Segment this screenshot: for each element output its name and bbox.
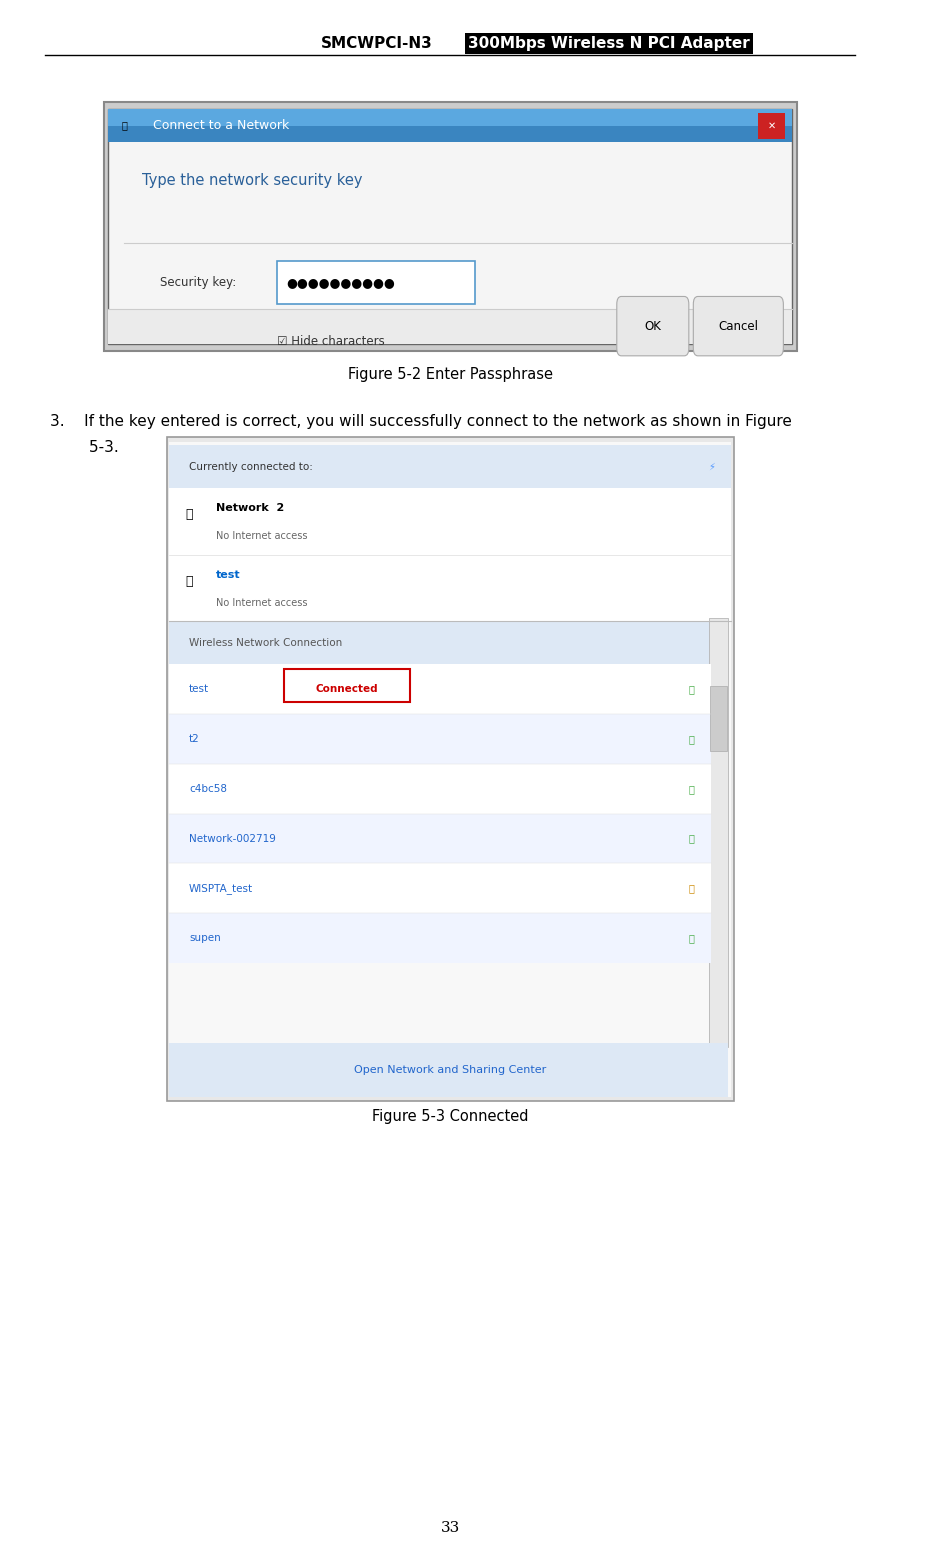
FancyBboxPatch shape — [170, 764, 711, 814]
FancyBboxPatch shape — [108, 309, 793, 344]
FancyBboxPatch shape — [170, 442, 731, 1097]
FancyBboxPatch shape — [170, 489, 731, 555]
Text: No Internet access: No Internet access — [216, 531, 307, 540]
Text: 33: 33 — [441, 1521, 460, 1534]
Text: 📶: 📶 — [688, 734, 695, 744]
Text: Currently connected to:: Currently connected to: — [189, 462, 313, 472]
FancyBboxPatch shape — [170, 555, 731, 622]
FancyBboxPatch shape — [758, 112, 785, 139]
Text: ✕: ✕ — [768, 120, 775, 131]
Text: Open Network and Sharing Center: Open Network and Sharing Center — [355, 1065, 546, 1075]
Text: 5-3.: 5-3. — [49, 440, 118, 456]
Text: 300Mbps Wireless N PCI Adapter: 300Mbps Wireless N PCI Adapter — [468, 36, 750, 52]
Text: test: test — [189, 684, 210, 694]
FancyBboxPatch shape — [170, 1043, 728, 1097]
FancyBboxPatch shape — [167, 437, 734, 1101]
FancyBboxPatch shape — [103, 102, 797, 351]
FancyBboxPatch shape — [693, 297, 783, 356]
Text: Figure 5-3 Connected: Figure 5-3 Connected — [372, 1109, 528, 1125]
FancyBboxPatch shape — [170, 714, 711, 764]
Text: Type the network security key: Type the network security key — [142, 173, 363, 187]
FancyBboxPatch shape — [170, 622, 728, 664]
Text: Network-002719: Network-002719 — [189, 834, 276, 843]
Text: 📶: 📶 — [688, 883, 695, 893]
Text: No Internet access: No Internet access — [216, 598, 307, 608]
FancyBboxPatch shape — [108, 109, 793, 142]
FancyBboxPatch shape — [170, 445, 731, 489]
Text: t2: t2 — [189, 734, 200, 744]
FancyBboxPatch shape — [170, 914, 711, 962]
Text: Figure 5-2 Enter Passphrase: Figure 5-2 Enter Passphrase — [348, 367, 553, 383]
FancyBboxPatch shape — [108, 109, 793, 125]
Text: 3.    If the key entered is correct, you will successfully connect to the networ: 3. If the key entered is correct, you wi… — [49, 414, 792, 430]
Text: Connect to a Network: Connect to a Network — [153, 119, 289, 133]
FancyBboxPatch shape — [708, 617, 728, 1047]
Text: ☑ Hide characters: ☑ Hide characters — [278, 336, 385, 348]
FancyBboxPatch shape — [710, 686, 726, 751]
Text: Cancel: Cancel — [719, 320, 758, 333]
Text: Wireless Network Connection: Wireless Network Connection — [189, 637, 342, 648]
Text: 🪑: 🪑 — [186, 508, 192, 522]
Text: test: test — [216, 570, 241, 580]
Text: supen: supen — [189, 933, 221, 943]
Text: Connected: Connected — [316, 684, 378, 694]
Text: Network  2: Network 2 — [216, 503, 284, 514]
FancyBboxPatch shape — [278, 261, 475, 305]
Text: SMCWPCI-N3: SMCWPCI-N3 — [320, 36, 432, 52]
Text: WISPTA_test: WISPTA_test — [189, 883, 253, 893]
Text: Security key:: Security key: — [160, 276, 236, 289]
Text: 🔗: 🔗 — [121, 120, 127, 131]
Text: 📶: 📶 — [688, 684, 695, 694]
Text: ⚡: ⚡ — [708, 462, 715, 472]
FancyBboxPatch shape — [108, 109, 793, 344]
Text: 🪑: 🪑 — [186, 575, 192, 587]
Text: OK: OK — [645, 320, 662, 333]
Text: 📶: 📶 — [688, 834, 695, 843]
FancyBboxPatch shape — [170, 864, 711, 914]
Text: 📶: 📶 — [688, 784, 695, 793]
Text: c4bc58: c4bc58 — [189, 784, 228, 793]
FancyBboxPatch shape — [170, 814, 711, 864]
FancyBboxPatch shape — [617, 297, 689, 356]
Text: 📶: 📶 — [688, 933, 695, 943]
Text: ●●●●●●●●●●: ●●●●●●●●●● — [286, 276, 395, 289]
FancyBboxPatch shape — [283, 669, 410, 701]
FancyBboxPatch shape — [170, 664, 711, 714]
